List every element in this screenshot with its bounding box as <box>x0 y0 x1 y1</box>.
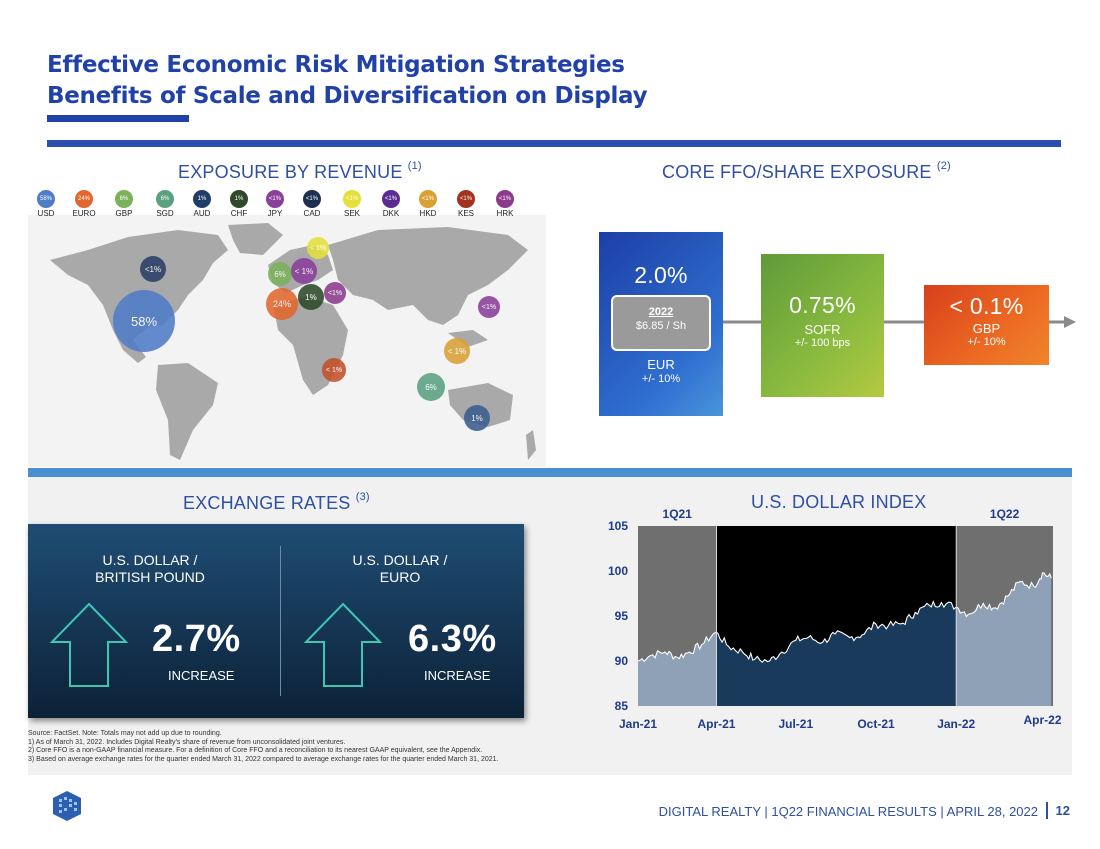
legend-item: <1% CAD <box>292 190 332 218</box>
period-label-1q21: 1Q21 <box>663 507 693 521</box>
digital-realty-logo <box>53 791 81 821</box>
legend-item: 24% EURO <box>64 190 104 218</box>
up-arrow-icon <box>49 602 129 687</box>
x-tick-label: Jan-22 <box>937 717 975 731</box>
legend-item: <1% SEK <box>332 190 372 218</box>
bubble-euro: 24% <box>266 288 298 320</box>
x-tick-label: Jul-21 <box>778 717 813 731</box>
bubble-hrk: <1% <box>324 282 346 304</box>
up-arrow-icon <box>303 602 383 687</box>
legend-item: <1% DKK <box>371 190 411 218</box>
bubble-usd: 58% <box>113 290 175 352</box>
ffo-heading: CORE FFO/SHARE EXPOSURE (2) <box>662 160 951 182</box>
x-tick-label: Jan-21 <box>619 717 657 731</box>
bubble-aud: 1% <box>464 405 490 431</box>
ffo-eur-box: 2.0% 2022 $6.85 / Sh EUR +/- 10% <box>599 232 723 416</box>
fx-left-value: 2.7% <box>152 618 241 660</box>
bubble-gbp: 6% <box>268 262 292 286</box>
ffo-sofr-box: 0.75% SOFR +/- 100 bps <box>761 254 884 397</box>
footnote-1: 1) As of March 31, 2022. Includes Digita… <box>28 738 346 746</box>
x-tick-label: Oct-21 <box>857 717 895 731</box>
fx-divider <box>280 546 281 696</box>
x-tick-label: Apr-22 <box>1024 713 1062 727</box>
bubble-jpy: <1% <box>478 296 500 318</box>
footnote-2: 2) Core FFO is a non-GAAP financial meas… <box>28 747 483 754</box>
world-map <box>28 215 546 467</box>
legend-item: 1% CHF <box>219 190 259 218</box>
ffo-eur-2022-badge: 2022 $6.85 / Sh <box>611 295 711 351</box>
fx-right-label: INCREASE <box>424 668 491 683</box>
legend-item: <1% HRK <box>485 190 525 218</box>
legend-item: <1% KES <box>446 190 486 218</box>
legend-item: 6% SGD <box>145 190 185 218</box>
period-label-1q22: 1Q22 <box>990 507 1020 521</box>
bubble-chf: 1% <box>298 284 324 310</box>
footnote-3: 3) Based on average exchange rates for t… <box>28 755 499 763</box>
y-tick-label: 105 <box>608 519 628 533</box>
legend-item: 58% USD <box>26 190 66 218</box>
fx-right-value: 6.3% <box>408 618 497 660</box>
y-tick-label: 95 <box>615 609 629 623</box>
world-map-shapes <box>50 223 536 460</box>
chart-title: U.S. DOLLAR INDEX <box>751 492 927 512</box>
slide-title: Effective Economic Risk Mitigation Strat… <box>47 50 648 112</box>
legend-item: <1% HKD <box>408 190 448 218</box>
bubble-dkk: < 1% <box>291 258 317 284</box>
title-underline <box>47 115 189 122</box>
legend-item: 6% GBP <box>104 190 144 218</box>
page-number: 12 <box>1055 803 1070 818</box>
ffo-gbp-box: < 0.1% GBP +/- 10% <box>924 285 1049 365</box>
index-line <box>637 572 1052 663</box>
footnote-source: Source: FactSet. Note: Totals may not ad… <box>28 730 222 737</box>
dollar-index-chart: 85 90 95 100 105 Jan-21 Apr-21 Jul-21 Oct-21 Jan-… <box>608 507 1062 731</box>
x-tick-label: Apr-21 <box>697 717 735 731</box>
revenue-heading: EXPOSURE BY REVENUE (1) <box>178 160 422 182</box>
y-tick-label: 90 <box>615 654 629 668</box>
legend-item: <1% JPY <box>255 190 295 218</box>
fx-left-heading: U.S. DOLLAR / BRITISH POUND <box>95 552 205 585</box>
title-line-1: Effective Economic Risk Mitigation Strat… <box>47 52 625 78</box>
bubble-cad: <1% <box>140 256 166 282</box>
bubble-sgd: 6% <box>417 373 445 401</box>
footer-separator <box>1046 802 1048 819</box>
y-tick-label: 100 <box>608 564 628 578</box>
fx-heading: EXCHANGE RATES (3) <box>183 491 370 513</box>
fx-left-label: INCREASE <box>168 668 235 683</box>
index-area <box>638 572 1052 706</box>
legend-item: 1% AUD <box>182 190 222 218</box>
bubble-kes: < 1% <box>322 358 346 382</box>
mid-divider <box>28 468 1072 477</box>
currency-legend: 58% USD 24% EURO 6% GBP 6% SGD 1% AUD 1% CHF <… <box>28 190 548 220</box>
footer-text: DIGITAL REALTY | 1Q22 FINANCIAL RESULTS … <box>658 804 1038 819</box>
top-divider <box>47 140 1061 147</box>
y-tick-label: 85 <box>615 699 629 713</box>
bubble-hkd: < 1% <box>444 338 470 364</box>
exchange-rates-panel: U.S. DOLLAR / BRITISH POUND 2.7% INCREAS… <box>28 524 524 718</box>
title-line-2: Benefits of Scale and Diversification on… <box>47 83 648 109</box>
bubble-sek: < 1% <box>307 237 329 259</box>
fx-right-heading: U.S. DOLLAR / EURO <box>352 552 448 585</box>
